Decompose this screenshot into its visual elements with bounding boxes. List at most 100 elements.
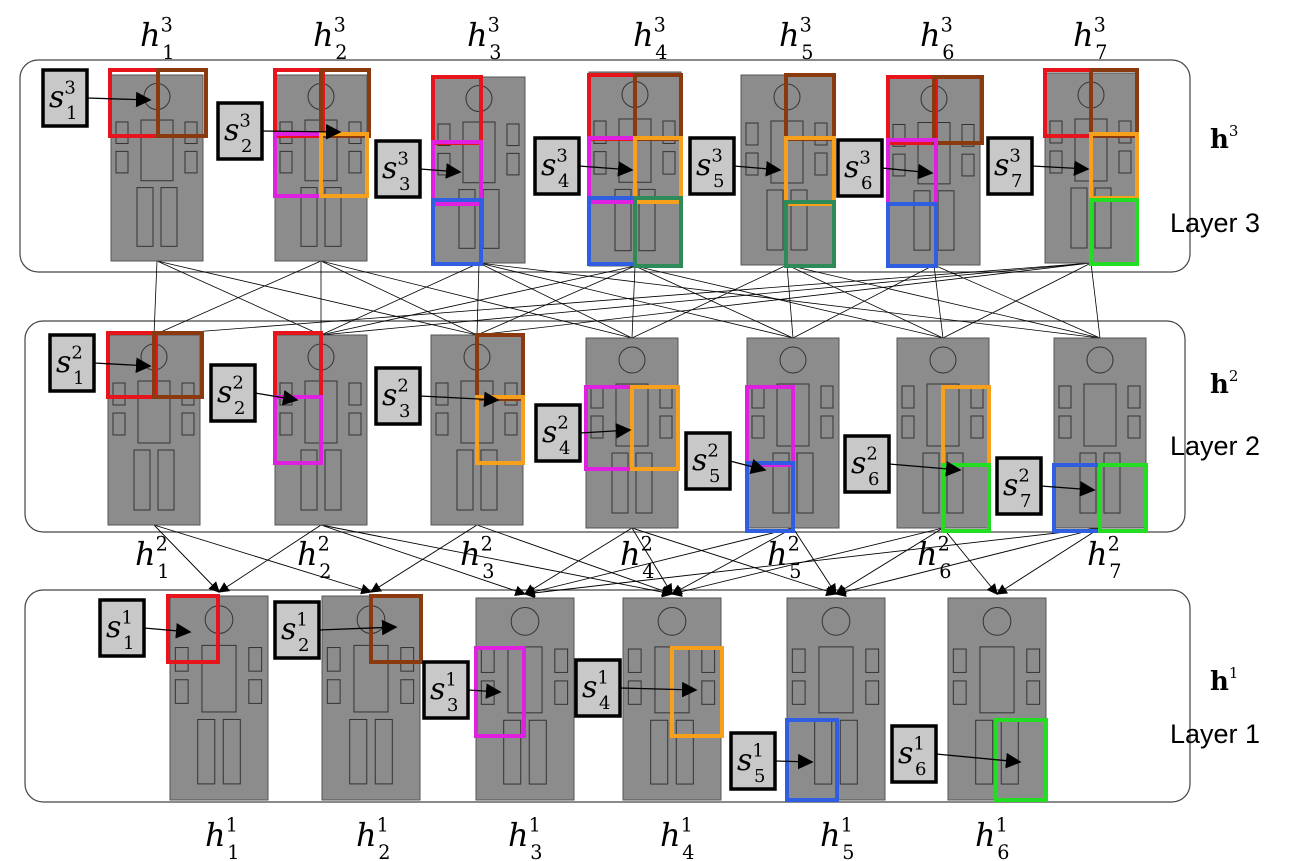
leg-shape — [975, 719, 994, 785]
arm-shape — [504, 412, 518, 436]
arm-shape — [961, 123, 975, 147]
label-base: h — [633, 16, 654, 54]
label-sup: 1 — [681, 814, 693, 837]
connection-line — [156, 260, 322, 336]
leg-shape — [839, 719, 858, 785]
connection-arrow — [476, 524, 674, 596]
label-sup: 3 — [334, 14, 346, 37]
state-label-layer3-5: s3 5 — [696, 146, 724, 193]
label-sub: 5 — [801, 41, 813, 64]
leg-shape — [766, 189, 784, 251]
state-box — [574, 658, 622, 718]
layer-vector-layer2: h2 — [1210, 367, 1238, 400]
label-base: h — [917, 535, 938, 573]
label-base: s — [56, 345, 71, 380]
leg-shape — [638, 188, 656, 252]
arm-shape — [662, 120, 676, 144]
arm-shape — [892, 153, 906, 177]
head-shape — [510, 607, 540, 636]
label-sup: 1 — [841, 814, 853, 837]
state-box — [209, 363, 257, 423]
hidden-label-layer3-2: h3 2 — [313, 14, 347, 64]
arm-shape — [435, 412, 449, 436]
label-base: s — [844, 150, 859, 185]
part-box-magenta — [431, 140, 483, 206]
label-base: s — [994, 148, 1009, 183]
arm-shape — [279, 412, 293, 436]
arm-shape — [659, 415, 673, 439]
arm-shape — [174, 647, 189, 672]
label-base: h — [620, 535, 641, 573]
arm-shape — [184, 150, 198, 174]
label-sub: 4 — [642, 560, 654, 583]
hidden-label-layer3-1: h3 1 — [140, 14, 174, 64]
label-base: h — [1087, 535, 1108, 573]
arm-shape — [115, 121, 129, 145]
arm-shape — [865, 648, 880, 673]
arm-shape — [814, 152, 828, 176]
label-sub: 4 — [599, 693, 610, 714]
leg-shape — [650, 719, 669, 785]
state-box — [684, 431, 732, 491]
arm-shape — [1049, 120, 1063, 144]
part-box-magenta — [474, 646, 526, 738]
arm-shape — [115, 150, 129, 174]
label-base: s — [541, 148, 556, 183]
leg-shape — [913, 190, 931, 251]
label-base: s — [382, 151, 397, 186]
part-box-orange — [319, 132, 369, 198]
label-sup: 2 — [707, 441, 718, 462]
connection-line — [786, 264, 794, 339]
arm-shape — [435, 382, 449, 406]
leg-shape — [300, 187, 318, 247]
label-sup: 2 — [788, 533, 800, 556]
label-sub: 2 — [319, 560, 331, 583]
label-base: s — [49, 80, 64, 115]
label-base: h — [508, 816, 529, 854]
leg-shape — [946, 452, 964, 514]
vector-sup: 1 — [1229, 664, 1239, 682]
arm-shape — [820, 385, 834, 409]
label-sub: 6 — [997, 841, 1009, 861]
leg-shape — [790, 189, 808, 251]
connection-arrow — [320, 524, 674, 598]
connection-line — [320, 262, 1092, 336]
head-shape — [779, 346, 807, 374]
state-label-layer3-2: s3 2 — [224, 111, 252, 158]
hidden-label-layer2-4: h2 4 — [620, 533, 654, 583]
leg-shape — [1103, 452, 1121, 514]
state-box — [41, 68, 89, 128]
connection-line — [1090, 262, 1101, 339]
label-sup: 2 — [481, 533, 493, 556]
state-box — [890, 724, 938, 784]
hidden-label-layer3-4: h3 4 — [633, 14, 667, 64]
arm-shape — [791, 648, 806, 673]
connection-line — [476, 265, 636, 336]
arm-shape — [751, 415, 765, 439]
label-sub: 1 — [157, 560, 169, 583]
arm-shape — [181, 412, 195, 436]
connection-arrow — [523, 527, 794, 597]
state-arrow — [86, 91, 152, 108]
label-sub: 1 — [162, 41, 174, 64]
label-sub: 2 — [234, 398, 245, 419]
hidden-label-layer3-5: h3 5 — [779, 14, 813, 64]
arm-shape — [814, 122, 828, 146]
label-base: h — [135, 535, 156, 573]
connection-arrow — [835, 527, 944, 595]
head-shape — [1086, 346, 1114, 374]
label-sub: 6 — [915, 759, 926, 780]
arm-shape — [952, 680, 967, 705]
label-sub: 6 — [868, 469, 879, 490]
label-sup: 1 — [752, 741, 763, 762]
connection-line — [478, 262, 794, 339]
label-base: h — [356, 816, 377, 854]
state-arrow — [143, 623, 192, 639]
layer-vector-layer3: h3 — [1210, 122, 1238, 155]
label-base: s — [224, 113, 239, 148]
arm-shape — [662, 151, 676, 175]
state-label-layer3-7: s3 7 — [994, 146, 1022, 193]
label-sup: 2 — [318, 533, 330, 556]
label-sup: 1 — [226, 814, 238, 837]
arm-shape — [504, 382, 518, 406]
